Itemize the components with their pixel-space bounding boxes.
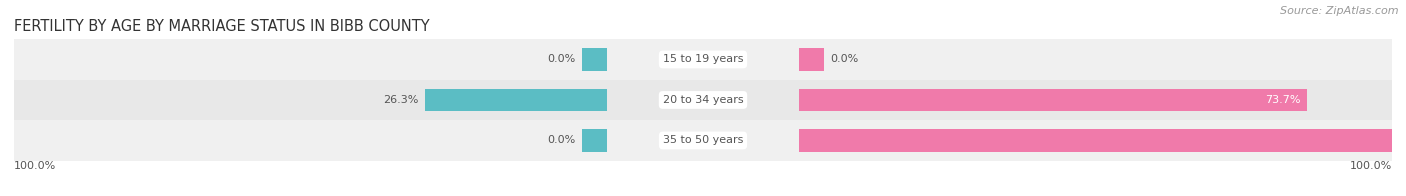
Text: 0.0%: 0.0% [547,135,575,145]
Bar [800,129,1406,152]
Text: 0.0%: 0.0% [831,54,859,64]
Text: 26.3%: 26.3% [382,95,419,105]
Bar [14,120,1392,161]
Bar [582,129,606,152]
Text: 15 to 19 years: 15 to 19 years [662,54,744,64]
Text: Source: ZipAtlas.com: Source: ZipAtlas.com [1281,6,1399,16]
Text: 0.0%: 0.0% [547,54,575,64]
Text: 100.0%: 100.0% [14,161,56,171]
Text: 100.0%: 100.0% [1350,161,1392,171]
Text: 73.7%: 73.7% [1265,95,1301,105]
Bar [14,80,1392,120]
Bar [800,89,1308,111]
Bar [426,89,606,111]
Bar [800,48,824,71]
Bar [582,48,606,71]
Text: 20 to 34 years: 20 to 34 years [662,95,744,105]
Bar [14,39,1392,80]
Text: FERTILITY BY AGE BY MARRIAGE STATUS IN BIBB COUNTY: FERTILITY BY AGE BY MARRIAGE STATUS IN B… [14,19,430,34]
Text: 35 to 50 years: 35 to 50 years [662,135,744,145]
